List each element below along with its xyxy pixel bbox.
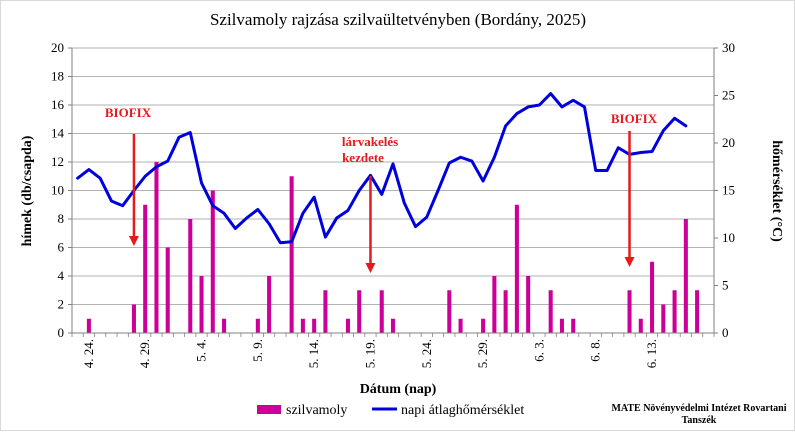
annotation-label-2: kezdete <box>342 150 384 165</box>
bar <box>548 290 553 333</box>
bar <box>143 204 148 333</box>
x-tick-label: 4. 24. <box>81 339 96 368</box>
bar <box>695 290 700 333</box>
annotation-arrow-head <box>365 263 376 273</box>
y-right-tick-label: 30 <box>722 40 735 55</box>
bar <box>503 290 508 333</box>
bar <box>199 276 204 333</box>
bar <box>131 304 136 333</box>
bar <box>188 219 193 333</box>
x-tick-label: 5. 29. <box>475 339 490 368</box>
bar <box>638 318 643 333</box>
bar <box>210 190 215 333</box>
bar <box>255 318 260 333</box>
x-tick-label: 6. 13. <box>644 339 659 368</box>
bar <box>683 219 688 333</box>
y-right-tick-label: 10 <box>722 230 735 245</box>
y-right-tick-label: 25 <box>722 88 735 103</box>
bar <box>481 318 486 333</box>
bar <box>650 261 655 333</box>
credit-line-2: Tanszék <box>682 415 717 426</box>
bar <box>289 176 294 333</box>
bar <box>672 290 677 333</box>
annotation-label: BIOFIX <box>105 105 152 120</box>
x-tick-label: 5. 19. <box>362 339 377 368</box>
bar <box>661 304 666 333</box>
y-left-tick-label: 14 <box>51 126 65 141</box>
legend-swatch-bar <box>257 405 281 414</box>
y-right-tick-label: 20 <box>722 135 735 150</box>
y-left-tick-label: 10 <box>51 183 64 198</box>
bar <box>267 276 272 333</box>
y-left-tick-label: 0 <box>58 325 65 340</box>
x-tick-label: 5. 24. <box>419 339 434 368</box>
legend-label-line: napi átlaghőmérséklet <box>401 403 524 418</box>
bar <box>390 318 396 333</box>
x-axis-label: Dátum (nap) <box>360 382 437 397</box>
annotation-label: lárvakelés <box>342 134 398 149</box>
y-left-tick-label: 16 <box>51 97 65 112</box>
bar <box>458 318 463 333</box>
annotation-label: BIOFIX <box>611 111 658 126</box>
legend-label-bar: szilvamoly <box>286 403 347 418</box>
annotation-arrow-head <box>128 236 139 246</box>
y-left-tick-label: 8 <box>58 211 65 226</box>
annotation-arrow-head <box>624 257 635 267</box>
x-tick-label: 4. 29. <box>137 339 152 368</box>
x-tick-label: 5. 9. <box>250 339 265 362</box>
y-left-tick-label: 18 <box>51 69 64 84</box>
y-left-tick-label: 20 <box>51 40 64 55</box>
y-left-tick-label: 2 <box>58 297 65 312</box>
credit-line-1: MATE Növényvédelmi Intézet Rovartani <box>611 403 786 414</box>
y-right-tick-label: 5 <box>722 278 729 293</box>
y-left-tick-label: 6 <box>58 240 65 255</box>
bar <box>312 318 317 333</box>
x-tick-label: 5. 14. <box>306 339 321 368</box>
bar <box>571 318 576 333</box>
y-right-tick-label: 15 <box>722 183 735 198</box>
y-right-label: hőmérséklet (°C) <box>769 140 784 242</box>
bar <box>514 204 519 333</box>
bar <box>379 290 384 333</box>
bar-series <box>86 162 700 333</box>
bar <box>222 318 227 333</box>
bar <box>492 276 497 333</box>
bar <box>300 318 305 333</box>
axes: 0 2 4 6 8 10 12 14 16 18 20 0 5 10 15 20 25 30 4. 24. 4. 29… <box>51 40 735 368</box>
x-tick-label: 5. 4. <box>194 339 209 362</box>
legend: szilvamoly napi átlaghőmérséklet <box>257 403 524 418</box>
bar <box>86 318 91 333</box>
line-series <box>76 92 688 245</box>
bar <box>447 290 452 333</box>
bar <box>154 162 159 333</box>
y-left-label: hímek (db/csapda) <box>20 135 35 246</box>
x-tick-label: 6. 3. <box>531 339 546 362</box>
y-left-tick-label: 4 <box>58 268 65 283</box>
y-right-tick-label: 0 <box>722 325 729 340</box>
x-tick-label: 6. 8. <box>588 339 603 362</box>
bar <box>627 290 632 333</box>
bar <box>323 290 328 333</box>
y-left-tick-label: 12 <box>51 154 64 169</box>
bar <box>559 318 564 333</box>
temperature-line <box>76 92 688 245</box>
bar <box>345 318 350 333</box>
bar <box>165 247 170 333</box>
bar <box>526 276 531 333</box>
bar <box>357 290 362 333</box>
chart-title: Szilvamoly rajzása szilvaültetvényben (B… <box>210 10 586 29</box>
gridlines <box>72 47 714 305</box>
